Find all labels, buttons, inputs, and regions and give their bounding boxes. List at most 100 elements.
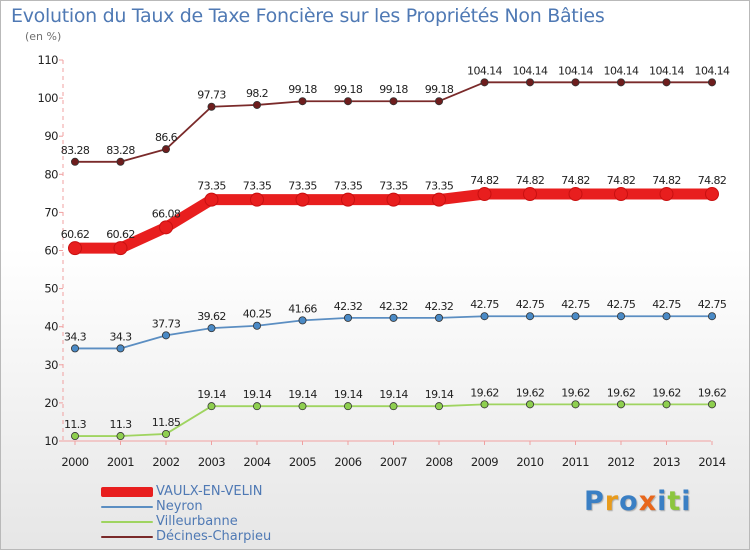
data-point-vaulx-en-velin (614, 187, 628, 202)
chart-subtitle: (en %) (25, 30, 62, 43)
x-tick-label: 2003 (198, 455, 225, 469)
data-label-villeurbanne: 11.85 (152, 416, 181, 429)
data-point-neyron (571, 312, 580, 321)
data-point-decines-charpieu (298, 97, 307, 106)
data-label-neyron: 42.75 (470, 298, 499, 311)
x-tick-label: 2007 (380, 455, 407, 469)
data-label-villeurbanne: 19.62 (516, 386, 545, 399)
data-point-villeurbanne (617, 400, 626, 409)
y-tick-label: 90 (44, 129, 58, 143)
data-point-vaulx-en-velin (250, 192, 264, 207)
data-label-vaulx-en-velin: 74.82 (698, 174, 727, 187)
data-point-decines-charpieu (617, 78, 626, 87)
data-point-vaulx-en-velin (204, 192, 219, 207)
data-label-vaulx-en-velin: 74.82 (561, 174, 590, 187)
data-point-villeurbanne (662, 400, 671, 409)
data-label-vaulx-en-velin: 74.82 (470, 174, 499, 187)
data-point-vaulx-en-velin (113, 241, 128, 256)
data-label-neyron: 41.66 (288, 302, 317, 315)
data-point-vaulx-en-velin (68, 241, 82, 256)
data-point-decines-charpieu (480, 78, 489, 87)
data-point-vaulx-en-velin (705, 187, 719, 202)
data-label-decines-charpieu: 99.18 (379, 83, 408, 96)
data-label-vaulx-en-velin: 73.35 (197, 180, 226, 193)
data-label-decines-charpieu: 98.2 (246, 87, 268, 100)
data-point-villeurbanne (480, 400, 489, 409)
data-label-villeurbanne: 19.14 (379, 388, 408, 401)
data-point-neyron (617, 312, 626, 321)
data-label-neyron: 39.62 (197, 310, 226, 323)
data-point-villeurbanne (526, 400, 535, 409)
data-label-villeurbanne: 19.14 (243, 388, 272, 401)
logo-letter: o (619, 486, 639, 517)
data-label-decines-charpieu: 99.18 (334, 83, 363, 96)
data-point-villeurbanne (252, 402, 261, 411)
data-label-villeurbanne: 19.14 (288, 388, 317, 401)
data-point-villeurbanne (389, 402, 398, 411)
data-point-villeurbanne (161, 429, 170, 438)
data-label-neyron: 42.75 (698, 298, 727, 311)
x-tick-label: 2001 (107, 455, 134, 469)
data-label-villeurbanne: 19.62 (607, 386, 636, 399)
logo-letter: r (604, 486, 620, 517)
legend-label: VAULX-EN-VELIN (156, 484, 263, 499)
data-point-villeurbanne (207, 402, 216, 411)
data-label-neyron: 34.3 (64, 330, 87, 343)
data-point-vaulx-en-velin (523, 187, 537, 202)
x-tick-label: 2010 (516, 455, 543, 469)
data-point-villeurbanne (116, 432, 125, 441)
data-point-decines-charpieu (571, 78, 580, 87)
data-point-vaulx-en-velin (159, 220, 173, 235)
data-label-neyron: 34.3 (109, 330, 132, 343)
data-point-neyron (207, 324, 216, 333)
data-point-neyron (662, 312, 671, 321)
data-point-neyron (526, 312, 535, 321)
data-label-villeurbanne: 19.14 (197, 388, 226, 401)
data-point-vaulx-en-velin (432, 192, 446, 207)
y-tick-label: 50 (44, 282, 58, 296)
legend-swatch (101, 536, 153, 538)
data-label-villeurbanne: 19.14 (425, 388, 454, 401)
x-tick-label: 2000 (61, 455, 88, 469)
data-point-neyron (161, 331, 170, 340)
data-label-decines-charpieu: 104.14 (604, 64, 639, 77)
data-point-neyron (252, 321, 261, 330)
y-tick-label: 60 (44, 244, 58, 258)
y-tick-label: 80 (44, 167, 58, 181)
data-label-decines-charpieu: 104.14 (558, 64, 593, 77)
logo-letter: x (638, 486, 658, 517)
data-label-neyron: 42.32 (379, 300, 408, 313)
x-tick-label: 2009 (471, 455, 498, 469)
data-point-vaulx-en-velin (386, 192, 401, 207)
data-label-villeurbanne: 19.14 (334, 388, 363, 401)
data-label-villeurbanne: 11.3 (64, 418, 87, 431)
x-tick-label: 2011 (562, 455, 589, 469)
y-tick-label: 40 (44, 320, 58, 334)
x-tick-label: 2012 (607, 455, 634, 469)
legend-swatch (101, 487, 153, 497)
data-point-decines-charpieu (389, 97, 398, 106)
data-point-decines-charpieu (343, 97, 352, 106)
data-point-neyron (708, 312, 717, 321)
chart-title: Evolution du Taux de Taxe Foncière sur l… (11, 5, 605, 27)
data-label-decines-charpieu: 104.14 (467, 64, 502, 77)
data-label-vaulx-en-velin: 73.35 (379, 180, 408, 193)
data-point-neyron (343, 313, 352, 322)
data-label-decines-charpieu: 104.14 (649, 64, 684, 77)
data-label-vaulx-en-velin: 60.62 (61, 228, 90, 241)
y-tick-label: 10 (44, 434, 58, 448)
y-tick-label: 100 (38, 91, 59, 105)
data-label-neyron: 42.32 (425, 300, 454, 313)
y-tick-label: 20 (44, 396, 58, 410)
data-point-villeurbanne (343, 402, 352, 411)
data-label-decines-charpieu: 83.28 (106, 144, 135, 157)
data-label-villeurbanne: 19.62 (561, 386, 590, 399)
data-label-vaulx-en-velin: 60.62 (106, 228, 135, 241)
data-label-vaulx-en-velin: 73.35 (243, 180, 272, 193)
legend-swatch (101, 521, 153, 523)
data-point-decines-charpieu (207, 102, 216, 111)
data-label-decines-charpieu: 99.18 (425, 83, 454, 96)
data-point-vaulx-en-velin (341, 192, 355, 207)
x-tick-label: 2002 (152, 455, 179, 469)
